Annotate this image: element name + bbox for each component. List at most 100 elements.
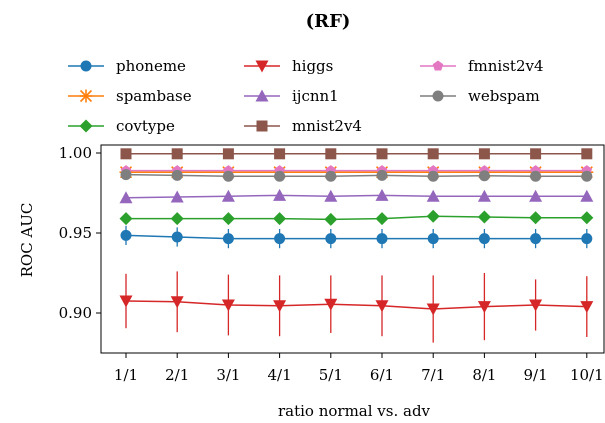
series-fmnist2v4	[120, 165, 593, 176]
data-point	[529, 299, 543, 312]
x-tick-label: 1/1	[114, 366, 138, 384]
legend-label: phoneme	[116, 57, 186, 75]
data-point	[426, 189, 440, 202]
data-point	[375, 300, 389, 313]
data-point	[222, 233, 234, 245]
series-line	[125, 173, 587, 177]
data-point	[273, 212, 287, 226]
legend-label: ijcnn1	[292, 87, 339, 105]
data-point	[581, 170, 593, 182]
data-point	[119, 212, 133, 226]
data-point	[375, 188, 389, 201]
data-point	[325, 148, 337, 160]
data-point	[477, 189, 491, 202]
x-tick-label: 4/1	[268, 366, 292, 384]
data-point	[529, 211, 543, 225]
legend-item-phoneme: phoneme	[68, 57, 186, 75]
data-point	[170, 212, 184, 226]
data-point	[171, 231, 183, 243]
y-tick-label: 0.95	[59, 224, 92, 242]
data-point	[171, 148, 183, 160]
data-point	[376, 233, 388, 245]
legend-label: fmnist2v4	[468, 57, 544, 75]
legend-marker	[79, 119, 93, 133]
legend-marker	[256, 120, 268, 132]
series-covtype	[119, 209, 594, 226]
data-point	[325, 233, 337, 245]
plot-area	[119, 148, 594, 343]
series-webspam	[120, 169, 593, 182]
y-tick-label: 1.00	[59, 144, 92, 162]
x-tick-label: 9/1	[524, 366, 548, 384]
series-line	[125, 194, 587, 199]
legend-item-webspam: webspam	[420, 87, 540, 105]
legend-item-ijcnn1: ijcnn1	[244, 87, 339, 105]
data-point	[273, 188, 287, 201]
data-point	[273, 300, 287, 313]
series-line	[125, 234, 587, 240]
legend-marker	[432, 60, 444, 71]
data-point	[478, 233, 490, 245]
data-point	[529, 189, 543, 202]
x-tick-label: 5/1	[319, 366, 343, 384]
data-point	[221, 299, 235, 312]
data-point	[120, 229, 132, 241]
data-point	[530, 148, 542, 160]
data-point	[580, 211, 594, 225]
legend-label: webspam	[468, 87, 540, 105]
data-point	[426, 209, 440, 223]
data-point	[427, 170, 439, 182]
data-point	[530, 170, 542, 182]
data-point	[581, 148, 593, 160]
legend-item-covtype: covtype	[68, 117, 175, 135]
legend-marker	[255, 89, 269, 102]
legend: phoneme spambase covtype higgs ijcnn1 mnist2v…	[68, 57, 544, 135]
series-mnist2v4	[120, 148, 593, 160]
data-point	[477, 301, 491, 314]
data-point	[170, 296, 184, 309]
y-tick-label: 0.90	[59, 304, 92, 322]
data-point	[580, 189, 594, 202]
data-point	[222, 148, 234, 160]
data-point	[376, 169, 388, 181]
data-point	[325, 170, 337, 182]
series-line	[126, 215, 587, 221]
data-point	[324, 298, 338, 311]
legend-marker	[255, 60, 269, 73]
data-point	[427, 148, 439, 160]
x-tick-label: 3/1	[216, 366, 240, 384]
series-ijcnn1	[119, 188, 594, 204]
data-point	[119, 295, 133, 308]
data-point	[274, 233, 286, 245]
data-point	[427, 233, 439, 245]
y-axis-label: ROC AUC	[18, 203, 36, 278]
legend-item-mnist2v4: mnist2v4	[244, 117, 362, 135]
data-point	[222, 170, 234, 182]
x-tick-label: 10/1	[570, 366, 604, 384]
data-point	[119, 191, 133, 204]
legend-marker	[80, 60, 92, 72]
x-axis-label: ratio normal vs. adv	[278, 402, 431, 420]
x-tick-label: 8/1	[472, 366, 496, 384]
data-point	[580, 301, 594, 314]
data-point	[170, 190, 184, 203]
chart-title: (RF)	[306, 11, 351, 32]
data-point	[324, 212, 338, 226]
legend-label: higgs	[292, 57, 333, 75]
axes: 0.90 0.95 1.00 1/1 2/1 3/1 4/1 5/1 6/1 7/1 8/1 9/1 1…	[59, 144, 605, 384]
data-point	[274, 170, 286, 182]
legend-label: covtype	[116, 117, 175, 135]
series-higgs	[119, 271, 594, 343]
data-point	[478, 170, 490, 182]
plot-frame	[100, 144, 605, 354]
data-point	[274, 148, 286, 160]
data-point	[530, 233, 542, 245]
x-tick-label: 7/1	[421, 366, 445, 384]
data-point	[477, 210, 491, 224]
legend-item-fmnist2v4: fmnist2v4	[420, 57, 544, 75]
series-phoneme	[120, 225, 593, 249]
data-point	[376, 148, 388, 160]
series-line	[125, 300, 587, 310]
data-point	[221, 189, 235, 202]
